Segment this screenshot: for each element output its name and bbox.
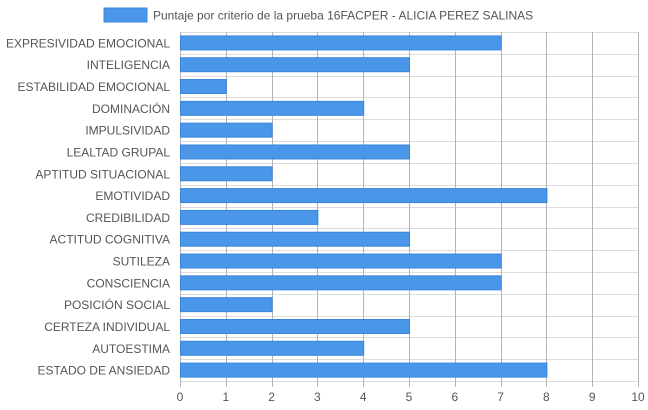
bars bbox=[180, 35, 548, 378]
x-axis-tick-labels: 0 1 2 3 4 5 6 7 8 9 10 bbox=[177, 390, 645, 404]
category-label: CERTEZA INDIVIDUAL bbox=[44, 320, 170, 334]
category-label: APTITUD SITUACIONAL bbox=[35, 167, 170, 181]
x-tick-label: 2 bbox=[268, 390, 275, 404]
bar[interactable] bbox=[180, 231, 410, 247]
x-tick-label: 3 bbox=[314, 390, 321, 404]
legend-label: Puntaje por criterio de la prueba 16FACP… bbox=[153, 9, 533, 23]
bar[interactable] bbox=[180, 209, 319, 225]
x-tick-label: 7 bbox=[497, 390, 504, 404]
bar[interactable] bbox=[180, 275, 502, 291]
bar[interactable] bbox=[180, 253, 502, 269]
category-label: INTELIGENCIA bbox=[87, 58, 170, 72]
category-label: LEALTAD GRUPAL bbox=[67, 145, 171, 159]
category-label: EXPRESIVIDAD EMOCIONAL bbox=[6, 36, 170, 50]
category-label: ESTABILIDAD EMOCIONAL bbox=[18, 80, 171, 94]
category-label: EMOTIVIDAD bbox=[95, 189, 170, 203]
x-tick-label: 4 bbox=[360, 390, 367, 404]
category-label: IMPULSIVIDAD bbox=[85, 124, 170, 138]
bar[interactable] bbox=[180, 79, 227, 95]
x-tick-label: 6 bbox=[451, 390, 458, 404]
bar[interactable] bbox=[180, 122, 273, 138]
x-tick-label: 8 bbox=[543, 390, 550, 404]
legend[interactable]: Puntaje por criterio de la prueba 16FACP… bbox=[103, 7, 533, 23]
bar[interactable] bbox=[180, 144, 410, 160]
bar[interactable] bbox=[180, 188, 548, 204]
bar[interactable] bbox=[180, 340, 365, 356]
legend-swatch bbox=[103, 7, 148, 23]
category-label: DOMINACIÓN bbox=[92, 101, 170, 116]
category-label: AUTOESTIMA bbox=[92, 342, 170, 356]
category-label: ACTITUD COGNITIVA bbox=[50, 233, 170, 247]
bar[interactable] bbox=[180, 297, 273, 313]
x-tick-label: 5 bbox=[406, 390, 413, 404]
category-label: POSICIÓN SOCIAL bbox=[64, 297, 170, 312]
category-label: CONSCIENCIA bbox=[87, 276, 170, 290]
x-tick-label: 10 bbox=[631, 390, 645, 404]
category-label: CREDIBILIDAD bbox=[86, 211, 170, 225]
bar[interactable] bbox=[180, 362, 548, 378]
bar[interactable] bbox=[180, 100, 365, 116]
x-tick-label: 0 bbox=[177, 390, 184, 404]
bar[interactable] bbox=[180, 35, 502, 51]
category-label: ESTADO DE ANSIEDAD bbox=[38, 364, 171, 378]
x-tick-label: 1 bbox=[222, 390, 229, 404]
category-label: SUTILEZA bbox=[113, 255, 170, 269]
bar[interactable] bbox=[180, 318, 410, 334]
x-tick-label: 9 bbox=[589, 390, 596, 404]
bar[interactable] bbox=[180, 57, 410, 73]
bar[interactable] bbox=[180, 166, 273, 182]
category-labels: EXPRESIVIDAD EMOCIONAL INTELIGENCIA ESTABI… bbox=[6, 36, 170, 377]
